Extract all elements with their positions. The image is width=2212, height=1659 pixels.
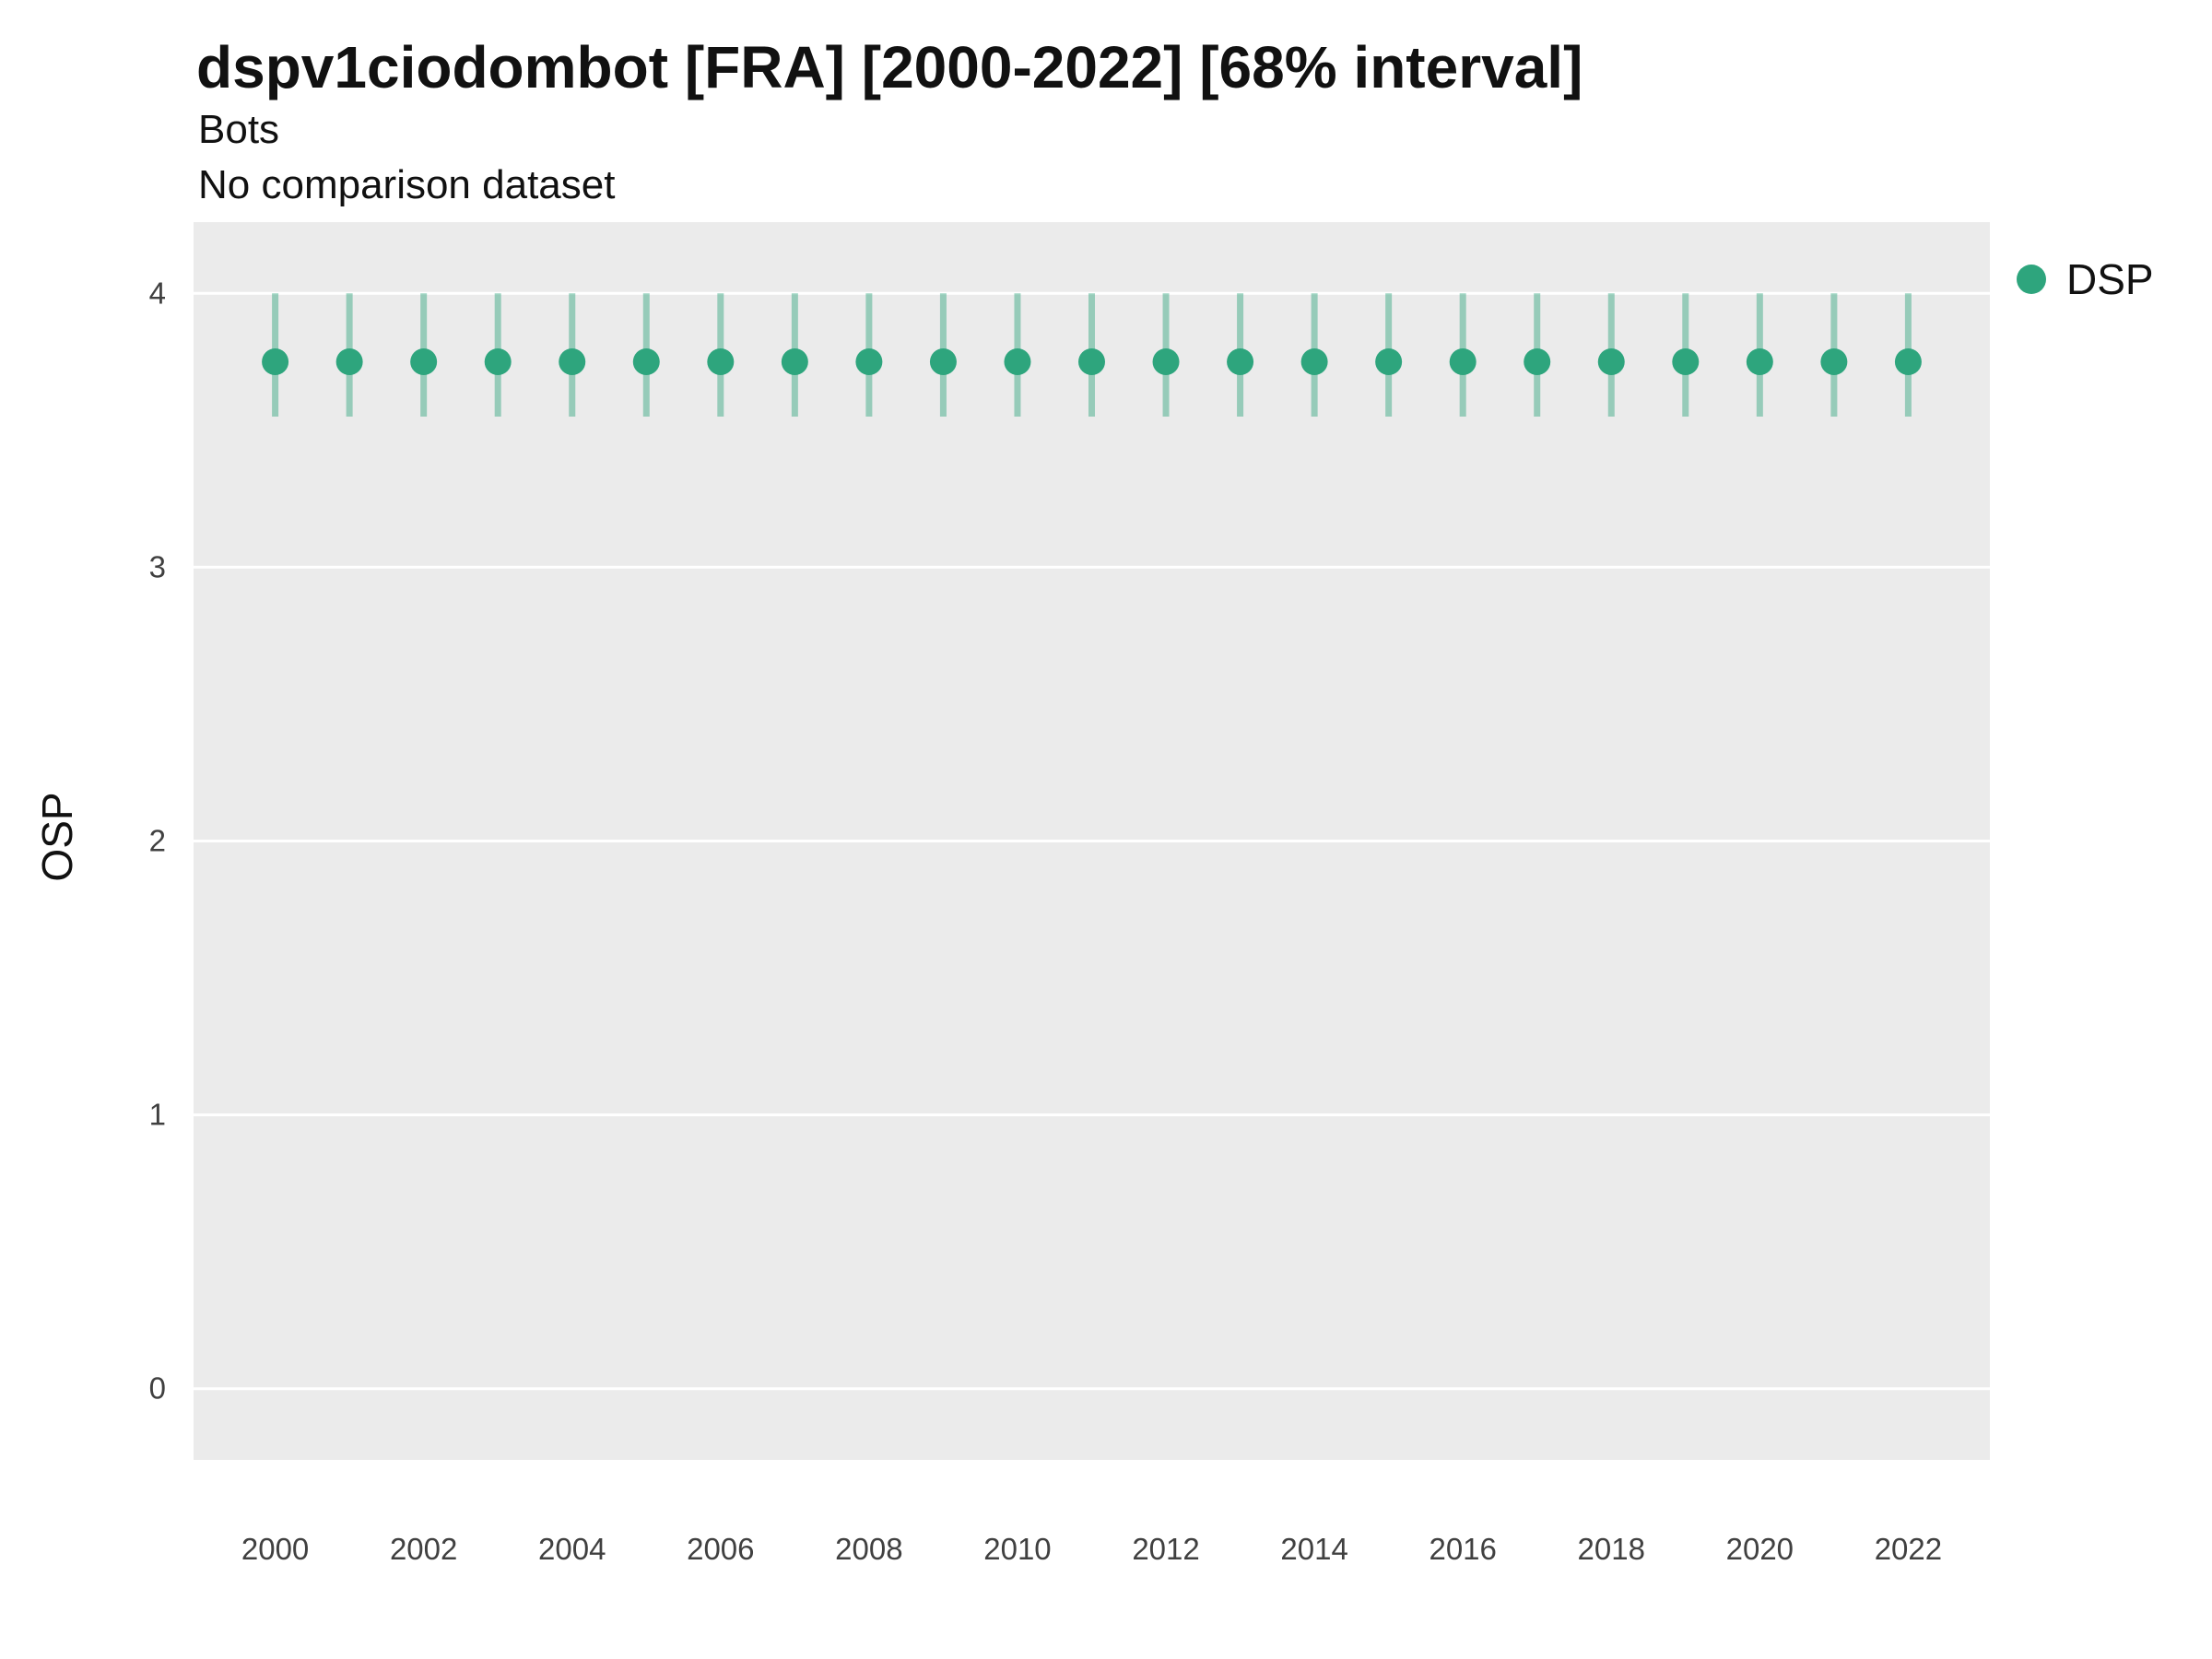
x-tick-label: 2022	[1875, 1532, 1942, 1566]
data-point	[262, 348, 289, 376]
y-tick-label: 1	[149, 1098, 166, 1132]
data-point	[1078, 348, 1105, 376]
data-point	[1449, 348, 1477, 376]
data-point	[1746, 348, 1773, 376]
data-point	[410, 348, 438, 376]
y-tick-label: 2	[149, 824, 166, 858]
x-tick-label: 2012	[1132, 1532, 1199, 1566]
data-point	[1152, 348, 1180, 376]
x-tick-label: 2000	[241, 1532, 309, 1566]
legend: DSP	[2017, 254, 2154, 304]
data-point	[1004, 348, 1031, 376]
data-point	[1375, 348, 1403, 376]
data-point	[1524, 348, 1551, 376]
data-point	[855, 348, 883, 376]
chart-subtitle: Bots	[198, 107, 280, 152]
y-tick-label: 0	[149, 1371, 166, 1406]
legend-label: DSP	[2066, 255, 2154, 303]
data-point	[559, 348, 586, 376]
data-point	[929, 348, 957, 376]
data-point	[707, 348, 735, 376]
data-point	[335, 348, 363, 376]
x-tick-label: 2020	[1726, 1532, 1794, 1566]
y-tick-label: 3	[149, 549, 166, 583]
data-point	[1672, 348, 1700, 376]
legend-point-icon	[2017, 265, 2046, 294]
data-point	[1894, 348, 1922, 376]
data-point	[632, 348, 660, 376]
data-point	[1300, 348, 1328, 376]
data-point	[484, 348, 512, 376]
data-point	[1227, 348, 1254, 376]
x-tick-label: 2002	[390, 1532, 457, 1566]
y-tick-label: 4	[149, 276, 166, 310]
x-tick-label: 2004	[538, 1532, 606, 1566]
data-point	[1820, 348, 1848, 376]
x-tick-label: 2008	[835, 1532, 902, 1566]
chart-title: dspv1ciodombot [FRA] [2000-2022] [68% in…	[196, 34, 1583, 100]
x-tick-label: 2016	[1429, 1532, 1496, 1566]
chart-note: No comparison dataset	[198, 162, 616, 207]
x-tick-label: 2014	[1280, 1532, 1347, 1566]
x-tick-label: 2010	[983, 1532, 1051, 1566]
data-point	[1597, 348, 1625, 376]
x-tick-label: 2018	[1578, 1532, 1645, 1566]
x-tick-label: 2006	[687, 1532, 754, 1566]
data-point	[781, 348, 808, 376]
